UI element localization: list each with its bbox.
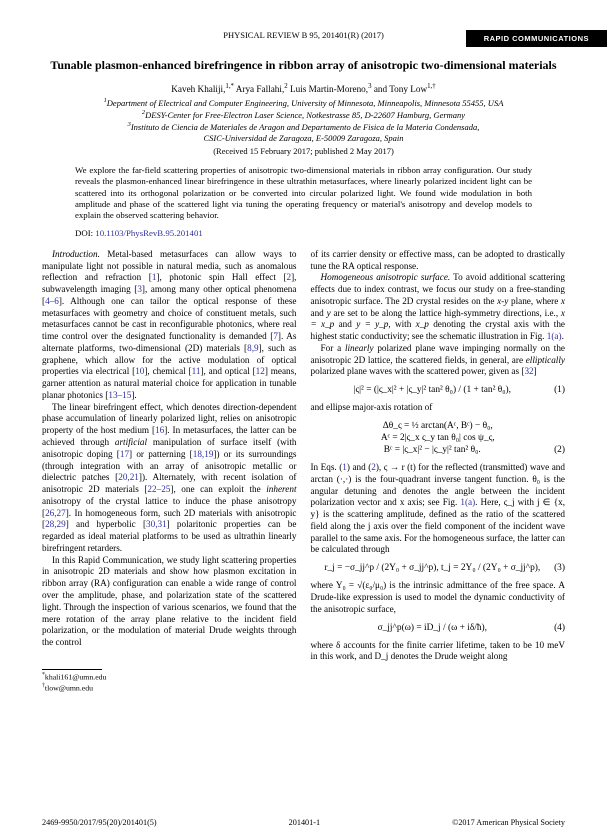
doi: DOI: 10.1103/PhysRevB.95.201401 bbox=[75, 228, 532, 239]
equation-2: Δθ_ς = ½ arctan(Aᶜ, Bᶜ) − θ₀, Aᶜ = 2|ς_x… bbox=[311, 420, 566, 456]
footnote-2: †tlow@umn.edu bbox=[42, 683, 607, 694]
equation-3: r_j = −σ_jj^p / (2Y₀ + σ_jj^p), t_j = 2Y… bbox=[311, 562, 566, 574]
authors: Kaveh Khaliji,1,* Arya Fallahi,2 Luis Ma… bbox=[40, 83, 567, 96]
doi-link[interactable]: 10.1103/PhysRevB.95.201401 bbox=[95, 228, 202, 238]
column-left: Introduction. Metal-based metasurfaces c… bbox=[42, 249, 297, 663]
affiliation-2: 2DESY-Center for Free-Electron Laser Sci… bbox=[40, 109, 567, 121]
footer-center: 201401-1 bbox=[289, 818, 320, 828]
affiliation-3b: CSIC-Universidad de Zaragoza, E-50009 Za… bbox=[40, 133, 567, 144]
abstract: We explore the far-field scattering prop… bbox=[75, 165, 532, 222]
paper-title: Tunable plasmon-enhanced birefringence i… bbox=[50, 57, 557, 73]
rapid-banner: RAPID COMMUNICATIONS bbox=[466, 30, 607, 47]
footnote-rule bbox=[42, 669, 102, 670]
equation-4: σ_jj^p(ω) = iD_j / (ω + iδ/ħ),(4) bbox=[311, 622, 566, 634]
page-footer: 2469-9950/2017/95(20)/201401(5) 201401-1… bbox=[42, 818, 565, 828]
affiliation-1: 1Department of Electrical and Computer E… bbox=[40, 97, 567, 109]
affiliation-3: 3Instituto de Ciencia de Materiales de A… bbox=[40, 121, 567, 133]
body-columns: Introduction. Metal-based metasurfaces c… bbox=[42, 249, 565, 663]
footer-right: ©2017 American Physical Society bbox=[452, 818, 565, 828]
equation-1: |ς|² = (|ς_x|² + |ς_y|² tan² θ₀) / (1 + … bbox=[311, 384, 566, 396]
received-line: (Received 15 February 2017; published 2 … bbox=[0, 146, 607, 157]
footnote-1: *khali161@umn.edu bbox=[42, 672, 607, 683]
column-right: of its carrier density or effective mass… bbox=[311, 249, 566, 663]
footer-left: 2469-9950/2017/95(20)/201401(5) bbox=[42, 818, 157, 828]
